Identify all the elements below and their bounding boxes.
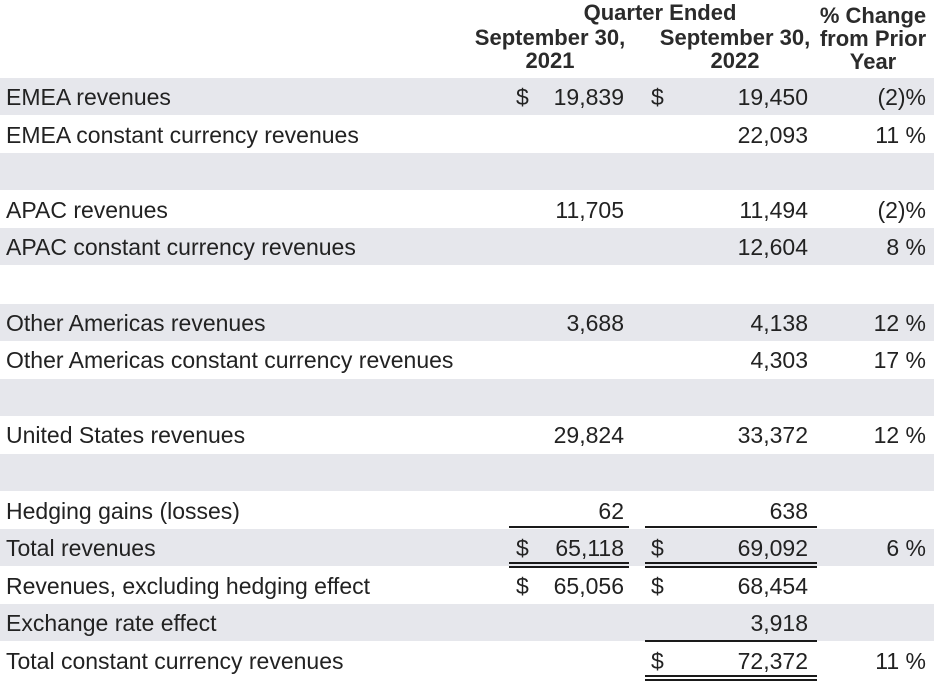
value-2022: 22,093 bbox=[737, 122, 808, 148]
table-row: Revenues, excluding hedging effect $65,05… bbox=[0, 567, 934, 604]
column-header-group: Quarter Ended bbox=[583, 0, 737, 25]
column-header-pct-line2: from Prior bbox=[819, 26, 927, 51]
value-2022: 4,138 bbox=[750, 310, 808, 336]
column-header-pct-line1: % Change bbox=[819, 3, 927, 28]
grand-total-double-rule-b bbox=[645, 679, 817, 681]
column-header-2022-line1: September 30, bbox=[659, 25, 811, 50]
column-header-2021-line1: September 30, bbox=[474, 25, 626, 50]
pct-change: 12 % bbox=[873, 310, 926, 336]
total-double-rule-2022-b bbox=[645, 566, 817, 568]
row-label: EMEA constant currency revenues bbox=[6, 122, 359, 148]
row-label: Exchange rate effect bbox=[6, 610, 217, 636]
value-2021: 65,056 bbox=[553, 573, 624, 599]
row-label: APAC constant currency revenues bbox=[6, 234, 356, 260]
table-row: APAC revenues 11,705 11,494 (2)% bbox=[0, 191, 934, 228]
value-2022: 33,372 bbox=[737, 422, 808, 448]
pct-change: 11 % bbox=[875, 648, 926, 674]
column-header-2022: September 30, 2022 bbox=[645, 26, 825, 72]
column-header-2022-line2: 2022 bbox=[710, 48, 760, 73]
total-double-rule-2022-a bbox=[645, 562, 817, 564]
subtotal-rule-exchange bbox=[645, 640, 817, 642]
table-row bbox=[0, 266, 934, 303]
value-2021: 65,118 bbox=[555, 535, 624, 561]
table-row: Total revenues $65,118 $69,092 6 % bbox=[0, 529, 934, 566]
dollar-sign-2021: $ bbox=[516, 535, 529, 561]
column-header-2021: September 30, 2021 bbox=[462, 26, 638, 72]
table-row bbox=[0, 379, 934, 416]
value-2022: 68,454 bbox=[737, 573, 808, 599]
column-header-pct-line3: Year bbox=[849, 49, 897, 74]
row-label: Other Americas constant currency revenue… bbox=[6, 347, 454, 373]
table-row bbox=[0, 153, 934, 190]
table-row: APAC constant currency revenues 12,604 8 % bbox=[0, 228, 934, 265]
row-label: Total constant currency revenues bbox=[6, 648, 344, 674]
value-2022: 72,372 bbox=[737, 648, 808, 674]
dollar-sign-2021: $ bbox=[516, 84, 529, 110]
row-label: Total revenues bbox=[6, 535, 156, 561]
dollar-sign-2022: $ bbox=[651, 648, 664, 674]
pct-change: 17 % bbox=[873, 347, 926, 373]
value-2021: 3,688 bbox=[566, 310, 624, 336]
value-2022: 19,450 bbox=[737, 84, 808, 110]
row-label: EMEA revenues bbox=[6, 84, 171, 110]
table-row: Exchange rate effect 3,918 bbox=[0, 604, 934, 641]
row-label: Other Americas revenues bbox=[6, 310, 266, 336]
value-2022: 69,092 bbox=[737, 535, 808, 561]
pct-change: (2)% bbox=[877, 197, 926, 223]
value-2021: 19,839 bbox=[553, 84, 624, 110]
row-label: APAC revenues bbox=[6, 197, 168, 223]
grand-total-double-rule-a bbox=[645, 675, 817, 677]
pct-change: 12 % bbox=[873, 422, 926, 448]
value-2021: 29,824 bbox=[553, 422, 624, 448]
value-2022: 4,303 bbox=[750, 347, 808, 373]
subtotal-rule-2021 bbox=[509, 526, 629, 528]
subtotal-rule-2022 bbox=[645, 526, 817, 528]
column-header-2021-line2: 2021 bbox=[525, 48, 575, 73]
row-label: Revenues, excluding hedging effect bbox=[6, 573, 371, 599]
value-2021: 62 bbox=[598, 498, 624, 524]
dollar-sign-2021: $ bbox=[516, 573, 529, 599]
value-2022: 3,918 bbox=[750, 610, 808, 636]
dollar-sign-2022: $ bbox=[651, 84, 664, 110]
value-2022: 11,494 bbox=[739, 197, 808, 223]
pct-change: 6 % bbox=[886, 535, 926, 561]
row-label: Hedging gains (losses) bbox=[6, 498, 240, 524]
table-row: United States revenues 29,824 33,372 12 % bbox=[0, 416, 934, 453]
total-double-rule-2021-b bbox=[509, 566, 629, 568]
pct-change: 11 % bbox=[875, 122, 926, 148]
dollar-sign-2022: $ bbox=[651, 535, 664, 561]
table-row: EMEA revenues $19,839 $19,450 (2)% bbox=[0, 78, 934, 115]
table-row: EMEA constant currency revenues 22,093 11 … bbox=[0, 116, 934, 153]
pct-change: 8 % bbox=[886, 234, 926, 260]
total-double-rule-2021-a bbox=[509, 562, 629, 564]
value-2022: 638 bbox=[769, 498, 808, 524]
table-row: Other Americas revenues 3,688 4,138 12 % bbox=[0, 304, 934, 341]
value-2021: 11,705 bbox=[555, 197, 624, 223]
row-label: United States revenues bbox=[6, 422, 246, 448]
column-header-pct-change: % Change from Prior Year bbox=[812, 4, 934, 73]
dollar-sign-2022: $ bbox=[651, 573, 664, 599]
table-row: Other Americas constant currency revenue… bbox=[0, 341, 934, 378]
table-row: Hedging gains (losses) 62 638 bbox=[0, 492, 934, 529]
table-row bbox=[0, 454, 934, 491]
value-2022: 12,604 bbox=[737, 234, 808, 260]
pct-change: (2)% bbox=[877, 84, 926, 110]
table-row: Total constant currency revenues $72,372 1… bbox=[0, 642, 934, 679]
